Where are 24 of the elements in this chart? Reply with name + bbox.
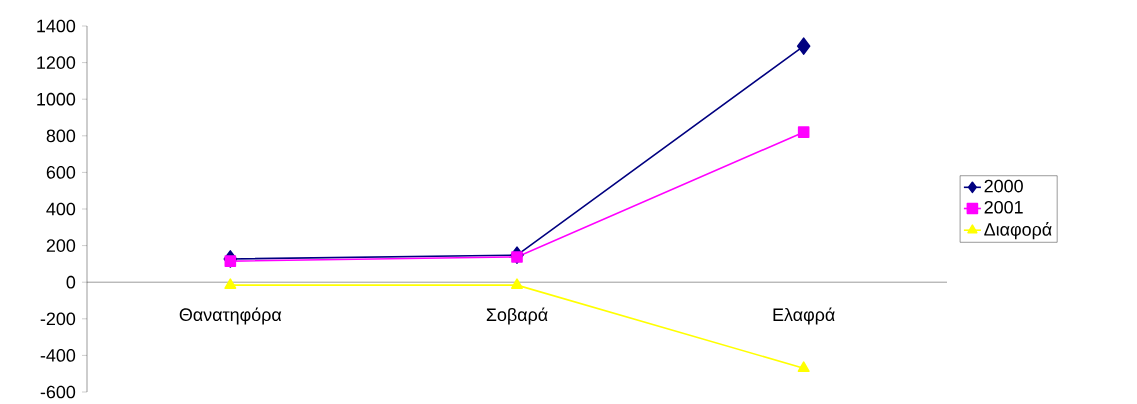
y-tick-label: -400 <box>40 348 76 362</box>
legend-label: 2000 <box>984 179 1023 193</box>
point <box>797 361 810 372</box>
y-tick-label: 1200 <box>37 56 76 69</box>
x-tick-label: Σοβαρά <box>486 307 548 325</box>
y-tick-label: -200 <box>40 312 76 325</box>
y-tick-label: 1000 <box>37 92 76 106</box>
y-tick-label: 200 <box>46 239 76 252</box>
point <box>511 250 523 263</box>
point <box>224 255 237 267</box>
y-tick-label: 1400 <box>37 19 76 33</box>
x-tick-label: Ελαφρά <box>773 307 835 325</box>
y-tick-label: 600 <box>46 165 76 179</box>
point <box>796 37 811 55</box>
point <box>224 278 237 289</box>
point <box>797 126 810 138</box>
y-tick-label: 400 <box>46 202 76 216</box>
x-tick-label: Θανατηφόρα <box>179 307 282 325</box>
point <box>511 278 523 289</box>
legend-label: 2001 <box>984 200 1023 214</box>
y-tick-label: -600 <box>40 385 76 399</box>
y-tick-label: 0 <box>66 275 76 289</box>
y-tick-label: 800 <box>46 129 76 142</box>
legend-label: Διαφορά <box>984 221 1052 240</box>
